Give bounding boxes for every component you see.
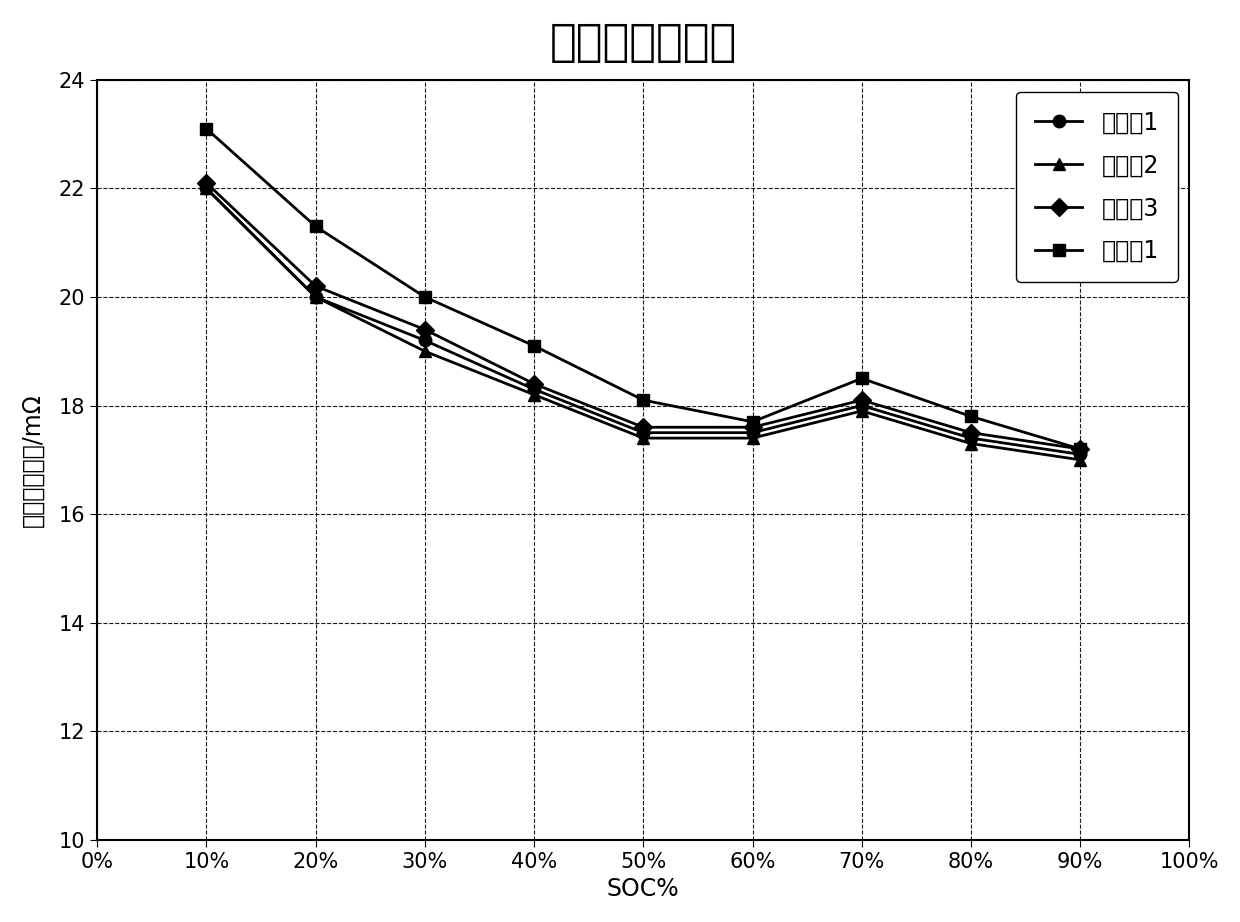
实施例3: [745, 421, 760, 432]
实施例1: [963, 432, 978, 443]
X-axis label: SOC%: SOC%: [606, 877, 680, 901]
Line: 对比例1: 对比例1: [200, 123, 1086, 455]
实施例1: [309, 291, 324, 302]
实施例2: [309, 291, 324, 302]
对比例1: [854, 372, 869, 384]
Y-axis label: 放电直流内阻/mΩ: 放电直流内阻/mΩ: [21, 393, 45, 526]
实施例3: [636, 421, 651, 432]
实施例1: [854, 400, 869, 411]
实施例3: [309, 280, 324, 291]
Line: 实施例1: 实施例1: [200, 183, 1086, 461]
实施例2: [1073, 455, 1087, 466]
Line: 实施例3: 实施例3: [200, 177, 1086, 455]
对比例1: [309, 221, 324, 232]
实施例2: [963, 438, 978, 449]
Legend: 实施例1, 实施例2, 实施例3, 对比例1: 实施例1, 实施例2, 实施例3, 对比例1: [1017, 91, 1178, 282]
实施例2: [527, 389, 542, 400]
实施例2: [854, 406, 869, 417]
对比例1: [527, 340, 542, 351]
实施例1: [636, 427, 651, 438]
Title: 直流内阻对比图: 直流内阻对比图: [549, 21, 737, 64]
实施例1: [745, 427, 760, 438]
实施例1: [418, 335, 433, 346]
对比例1: [198, 124, 213, 135]
实施例2: [636, 432, 651, 443]
实施例2: [745, 432, 760, 443]
对比例1: [963, 411, 978, 422]
实施例3: [963, 427, 978, 438]
实施例2: [198, 183, 213, 194]
Line: 实施例2: 实施例2: [200, 183, 1086, 466]
实施例3: [198, 177, 213, 188]
实施例1: [527, 384, 542, 395]
实施例3: [527, 378, 542, 389]
实施例3: [854, 395, 869, 406]
实施例3: [1073, 443, 1087, 455]
实施例2: [418, 346, 433, 357]
实施例3: [418, 324, 433, 335]
对比例1: [1073, 443, 1087, 455]
实施例1: [198, 183, 213, 194]
对比例1: [636, 395, 651, 406]
对比例1: [745, 417, 760, 428]
实施例1: [1073, 449, 1087, 460]
对比例1: [418, 291, 433, 302]
